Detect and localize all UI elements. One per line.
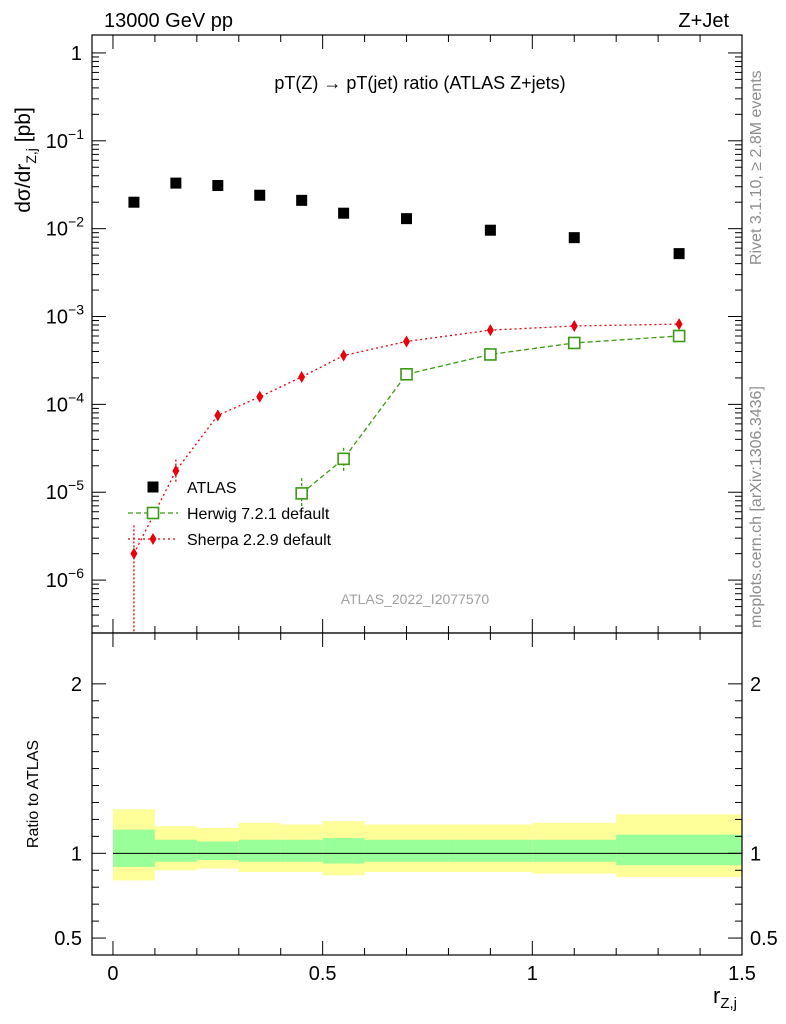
x-axis-label-subscript: Z,j bbox=[720, 995, 737, 1012]
legend-sherpa-marker bbox=[149, 533, 157, 545]
herwig-point bbox=[567, 336, 581, 350]
ratio-y-axis-label: Ratio to ATLAS bbox=[25, 740, 42, 848]
y-tick-label: 10−1 bbox=[46, 126, 84, 153]
sherpa-point bbox=[570, 319, 578, 332]
herwig-point bbox=[484, 348, 497, 361]
legend-herwig-marker bbox=[146, 506, 160, 520]
rivet-label: Rivet 3.1.10, ≥ 2.8M events bbox=[748, 70, 765, 265]
header-left: 13000 GeV pp bbox=[104, 10, 233, 32]
ratio-y-tick-label-left: 1 bbox=[71, 843, 82, 865]
sherpa-point bbox=[340, 349, 348, 362]
atlas-point bbox=[128, 196, 140, 208]
herwig-point bbox=[400, 367, 413, 381]
ratio-band-inner bbox=[112, 829, 155, 867]
y-tick-label: 10−4 bbox=[46, 389, 84, 416]
atlas-point bbox=[401, 213, 413, 225]
herwig-point bbox=[672, 329, 686, 343]
sherpa-point bbox=[298, 370, 306, 383]
x-tick-label: 0 bbox=[107, 963, 118, 985]
ratio-band-inner bbox=[448, 839, 533, 862]
y-tick-exponent: −1 bbox=[68, 126, 84, 142]
ratio-y-tick-label-right: 0.5 bbox=[750, 928, 778, 950]
mcplots-label: mcplots.cern.ch [arXiv:1306.3436] bbox=[748, 386, 765, 628]
y-tick-label: 1 bbox=[71, 43, 82, 65]
atlas-point bbox=[338, 207, 350, 219]
y-axis-label-subscript: Z,j bbox=[23, 148, 39, 164]
sherpa-point bbox=[486, 324, 494, 337]
main-panel: 1 10−1 10−2 10−3 10−4 10−5 10−6 pT(Z) → pT(jet)… bbox=[12, 34, 743, 634]
y-axis-label-unit: [pb] bbox=[12, 107, 35, 148]
y-axis-label: dσ/drZ,j [pb] bbox=[12, 107, 39, 213]
ratio-frame bbox=[91, 632, 743, 956]
ratio-band-inner bbox=[616, 834, 742, 866]
ratio-band-inner bbox=[364, 839, 449, 862]
sherpa-point bbox=[256, 390, 264, 403]
sherpa-point bbox=[403, 335, 411, 348]
ratio-band-inner bbox=[322, 838, 365, 864]
ratio-band-inner bbox=[154, 839, 197, 862]
legend-atlas-marker bbox=[147, 481, 159, 493]
y-tick-label: 10−2 bbox=[46, 214, 84, 241]
legend-label: Herwig 7.2.1 default bbox=[187, 506, 330, 523]
ratio-y-tick-label-right: 2 bbox=[750, 674, 761, 696]
legend-label: ATLAS bbox=[187, 480, 237, 497]
atlas-point bbox=[673, 248, 685, 260]
atlas-point bbox=[212, 179, 224, 191]
atlas-point bbox=[254, 189, 266, 201]
atlas-point bbox=[484, 224, 496, 236]
y-tick-label: 10−3 bbox=[46, 302, 84, 329]
ratio-band-inner bbox=[238, 839, 281, 862]
y-tick-label: 10−6 bbox=[46, 565, 84, 592]
sherpa-point bbox=[172, 464, 180, 477]
analysis-watermark: ATLAS_2022_I2077570 bbox=[341, 591, 490, 607]
x-tick-label: 0.5 bbox=[309, 963, 337, 985]
y-tick-exponent: −6 bbox=[68, 565, 84, 581]
ratio-band-inner bbox=[532, 839, 617, 862]
ratio-band-inner bbox=[196, 841, 239, 861]
ratio-panel: 0 0.5 1 1.5 0.5 0.5 1 1 2 2 Ratio to ATLAS rZ,j bbox=[25, 632, 778, 1012]
ratio-y-tick-label-right: 1 bbox=[750, 843, 761, 865]
y-tick-label: 10−5 bbox=[46, 477, 84, 504]
header-right: Z+Jet bbox=[678, 10, 729, 32]
y-tick-exponent: −2 bbox=[68, 214, 84, 230]
sherpa-point bbox=[130, 547, 138, 560]
atlas-point bbox=[170, 177, 182, 189]
x-axis-label: rZ,j bbox=[713, 983, 737, 1012]
sherpa-point bbox=[214, 409, 222, 422]
herwig-point bbox=[295, 487, 308, 500]
x-tick-label: 1.5 bbox=[728, 963, 756, 985]
sherpa-point bbox=[675, 318, 683, 331]
chart-title: pT(Z) → pT(jet) ratio (ATLAS Z+jets) bbox=[274, 73, 565, 93]
herwig-line bbox=[301, 335, 680, 494]
x-tick-label: 1 bbox=[527, 963, 538, 985]
y-tick-exponent: −4 bbox=[68, 389, 84, 405]
ratio-y-tick-label-left: 0.5 bbox=[54, 928, 82, 950]
y-tick-exponent: −5 bbox=[68, 477, 84, 493]
herwig-point bbox=[337, 452, 350, 466]
y-tick-exponent: −3 bbox=[68, 302, 84, 318]
ratio-y-tick-label-left: 2 bbox=[71, 674, 82, 696]
ratio-band-inner bbox=[280, 839, 323, 862]
atlas-point bbox=[568, 232, 580, 244]
atlas-point bbox=[296, 194, 308, 206]
legend-label: Sherpa 2.2.9 default bbox=[187, 532, 332, 549]
